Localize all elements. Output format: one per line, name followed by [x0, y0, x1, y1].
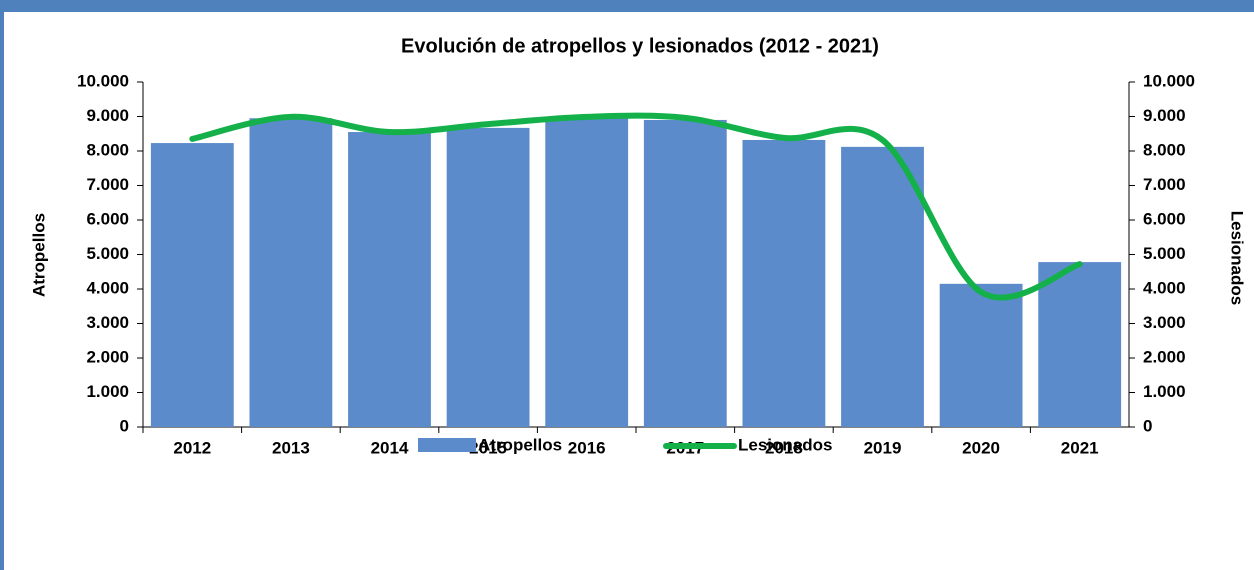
x-tick-label: 2020 — [962, 438, 1000, 457]
bar — [545, 116, 629, 427]
legend-swatch — [418, 438, 476, 452]
x-tick-label: 2019 — [864, 438, 902, 457]
y-tick-label: 1.000 — [86, 382, 129, 401]
line — [189, 112, 1083, 301]
y2-tick-label: 2.000 — [1143, 347, 1186, 366]
x-tick-label: 2012 — [173, 438, 211, 457]
y2-tick-label: 4.000 — [1143, 278, 1186, 297]
chart-title: Evolución de atropellos y lesionados (20… — [401, 35, 879, 57]
y2-tick-label: 7.000 — [1143, 175, 1186, 194]
y-tick-label: 10.000 — [77, 71, 129, 90]
y2-tick-label: 3.000 — [1143, 313, 1186, 332]
x-tick-label: 2013 — [272, 438, 310, 457]
bar — [1038, 262, 1122, 427]
bar — [150, 143, 234, 427]
y2-tick-label: 8.000 — [1143, 140, 1186, 159]
y2-tick-label: 6.000 — [1143, 209, 1186, 228]
x-tick-label: 2015 — [469, 438, 507, 457]
y2-tick-label: 0 — [1143, 416, 1152, 435]
x-tick-label: 2018 — [765, 438, 803, 457]
y-tick-label: 7.000 — [86, 175, 129, 194]
bar — [742, 139, 826, 427]
legend-label: Lesionados — [738, 435, 832, 454]
x-tick-label: 2016 — [568, 438, 606, 457]
x-tick-label: 2014 — [371, 438, 409, 457]
bar — [939, 283, 1023, 427]
y-tick-label: 4.000 — [86, 278, 129, 297]
bar — [841, 146, 924, 428]
frame-left — [0, 0, 4, 570]
bar — [643, 119, 727, 427]
x-tick-label: 2021 — [1061, 438, 1099, 457]
legend-label: Atropellos — [478, 435, 562, 454]
y2-axis-title: Lesionados — [1228, 211, 1247, 305]
y-tick-label: 2.000 — [86, 347, 129, 366]
y2-tick-label: 10.000 — [1143, 71, 1195, 90]
y-tick-label: 9.000 — [86, 106, 129, 125]
y-tick-label: 8.000 — [86, 140, 129, 159]
y-tick-label: 5.000 — [86, 244, 129, 263]
bar — [446, 127, 530, 427]
y-tick-label: 3.000 — [86, 313, 129, 332]
y2-tick-label: 9.000 — [1143, 106, 1186, 125]
bar — [249, 118, 333, 427]
y-tick-label: 0 — [120, 416, 129, 435]
y-axis-title: Atropellos — [29, 213, 48, 297]
y-tick-label: 6.000 — [86, 209, 129, 228]
frame-top — [0, 0, 1254, 12]
y2-tick-label: 5.000 — [1143, 244, 1186, 263]
bar — [348, 132, 431, 427]
y2-tick-label: 1.000 — [1143, 382, 1186, 401]
